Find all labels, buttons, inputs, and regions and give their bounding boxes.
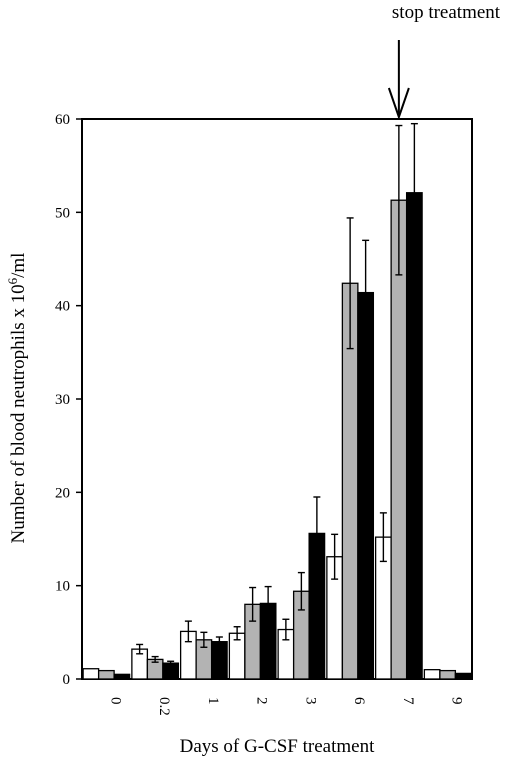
y-tick-label: 30	[55, 392, 70, 408]
y-tick-label: 10	[55, 579, 70, 595]
y-tick-label: 40	[55, 299, 70, 315]
bar	[113, 673, 131, 680]
y-axis-title-unit: /ml	[8, 253, 29, 278]
x-tick-label: 1	[205, 697, 221, 705]
x-tick-label: 0.2	[156, 697, 172, 716]
stop-treatment-arrow	[387, 40, 410, 121]
y-tick-label: 20	[55, 485, 70, 501]
bar	[210, 641, 228, 680]
x-axis-title: Days of G-CSF treatment	[180, 736, 375, 757]
y-axis-title-superscript: 6	[5, 277, 20, 284]
y-axis-title: Number of blood neutrophils x 106/ml	[5, 253, 30, 544]
y-axis-title-main: Number of blood neutrophils x 10	[8, 284, 29, 543]
bar	[423, 669, 441, 680]
bar	[357, 291, 375, 680]
y-tick-label: 50	[55, 205, 70, 221]
bar	[439, 669, 457, 680]
x-tick-label: 9	[449, 697, 465, 705]
arrow-head	[387, 87, 410, 121]
x-tick-label: 3	[302, 697, 318, 705]
bar	[405, 192, 423, 680]
y-tick-label: 0	[63, 672, 71, 688]
x-tick-label: 6	[351, 697, 367, 705]
x-tick-label: 2	[254, 697, 270, 705]
bar	[82, 668, 100, 680]
bar	[97, 669, 115, 680]
stop-treatment-annotation: stop treatment	[392, 2, 501, 23]
bar	[454, 672, 472, 680]
x-tick-label: 7	[400, 697, 416, 705]
plot-area: 0 10 20 30 40 50 60 0 0.2 1 2 3 6 7 9	[55, 112, 473, 716]
y-tick-label: 60	[55, 112, 70, 128]
x-tick-label: 0	[107, 697, 123, 705]
